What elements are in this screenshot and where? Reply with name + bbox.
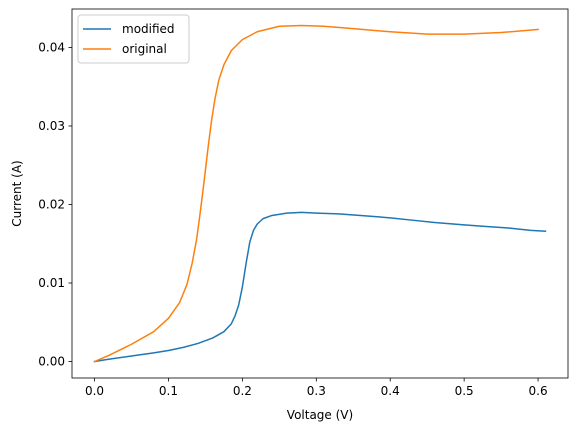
series-line-original (93, 24, 539, 363)
series-line-modified (93, 211, 547, 363)
legend-box (77, 14, 190, 64)
legend-label-original: original (122, 42, 167, 56)
y-tick-label: 0.02 (38, 197, 65, 211)
y-axis: 0.00 0.01 0.02 0.03 0.04 (38, 40, 72, 369)
x-tick-label: 0.3 (307, 384, 326, 398)
series-layer (93, 24, 547, 363)
x-tick-label: 0.5 (455, 384, 474, 398)
x-axis-label: Voltage (V) (287, 408, 353, 422)
x-tick-label: 0.1 (159, 384, 178, 398)
x-tick-label: 0.6 (529, 384, 548, 398)
y-tick-label: 0.03 (38, 119, 65, 133)
y-tick-label: 0.01 (38, 276, 65, 290)
x-axis: 0.0 0.1 0.2 0.3 0.4 0.5 0.6 (85, 378, 548, 398)
y-tick-label: 0.00 (38, 355, 65, 369)
plot-frame (71, 8, 569, 379)
legend: modified original (77, 14, 190, 64)
x-tick-label: 0.4 (381, 384, 400, 398)
x-tick-label: 0.0 (85, 384, 104, 398)
y-axis-label: Current (A) (10, 160, 24, 226)
legend-label-modified: modified (122, 22, 175, 36)
x-tick-label: 0.2 (233, 384, 252, 398)
y-tick-label: 0.04 (38, 40, 65, 54)
